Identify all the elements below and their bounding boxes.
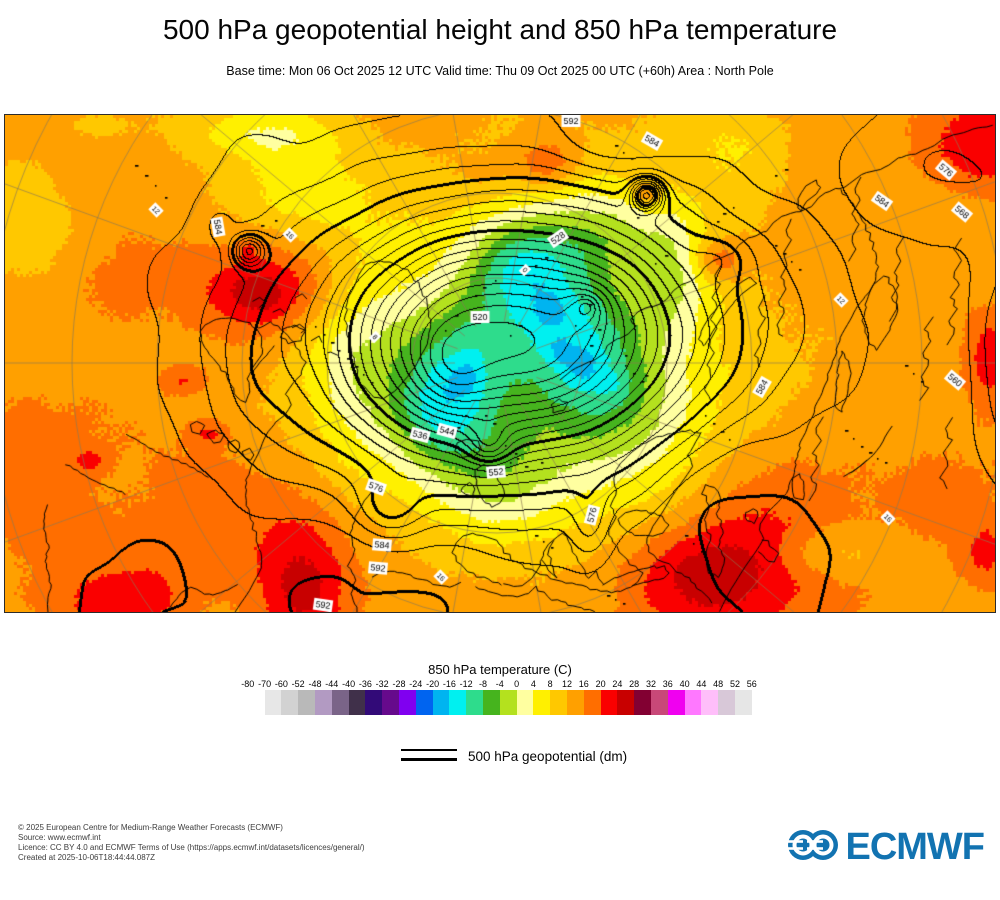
colorbar-tick-label: -40 <box>342 679 356 689</box>
colorbar-tick-label: -52 <box>291 679 305 689</box>
thin-contour-sample-line <box>401 749 457 751</box>
colorbar-tick-label: 40 <box>679 679 690 689</box>
footer-source: Source: www.ecmwf.int <box>18 833 101 842</box>
temperature-colorbar <box>247 690 752 715</box>
page-subtitle: Base time: Mon 06 Oct 2025 12 UTC Valid … <box>226 64 774 78</box>
colorbar-tick-label: 16 <box>578 679 589 689</box>
colorbar-tick-label: 36 <box>662 679 673 689</box>
footer-licence: Licence: CC BY 4.0 and ECMWF Terms of Us… <box>18 843 365 852</box>
footer-copyright: © 2025 European Centre for Medium-Range … <box>18 823 283 832</box>
colorbar-tick-label: 20 <box>595 679 606 689</box>
thick-contour-sample-line <box>401 758 457 761</box>
colorbar-cell <box>566 690 584 715</box>
colorbar-cell <box>331 690 349 715</box>
colorbar-tick-label: -44 <box>325 679 339 689</box>
footer-attribution: © 2025 European Centre for Medium-Range … <box>18 823 365 863</box>
colorbar-tick-label: -12 <box>459 679 473 689</box>
colorbar-cell <box>382 690 399 715</box>
colorbar-cell <box>466 690 483 715</box>
colorbar-cell <box>718 690 735 715</box>
colorbar-tick-label: -48 <box>308 679 322 689</box>
colorbar-tick-label: -20 <box>426 679 440 689</box>
colorbar-cell <box>432 690 450 715</box>
colorbar-tick-label: 52 <box>729 679 740 689</box>
colorbar-cell <box>314 690 332 715</box>
colorbar-tick-label: -60 <box>274 679 288 689</box>
colorbar-cell <box>298 690 315 715</box>
ecmwf-logo-icon <box>787 826 839 869</box>
geopotential-line-samples <box>401 749 457 761</box>
colorbar-tick-label: -28 <box>392 679 406 689</box>
colorbar-cell <box>247 690 265 715</box>
colorbar-cell <box>516 690 534 715</box>
colorbar-cell <box>634 690 651 715</box>
colorbar-tick-label: -32 <box>375 679 389 689</box>
colorbar-tick-label: 48 <box>713 679 724 689</box>
colorbar-tick-label: 0 <box>514 679 520 689</box>
colorbar-tick-label: -8 <box>478 679 487 689</box>
colorbar-cell <box>600 690 618 715</box>
colorbar-cell <box>684 690 702 715</box>
weather-map <box>4 114 996 613</box>
footer-created: Created at 2025-10-06T18:44:44.087Z <box>18 853 155 862</box>
colorbar-cell <box>533 690 551 715</box>
colorbar-cell <box>482 690 500 715</box>
colorbar-cell <box>617 690 635 715</box>
colorbar-cell <box>348 690 366 715</box>
colorbar-cell <box>365 690 383 715</box>
colorbar-tick-label: -4 <box>495 679 504 689</box>
colorbar-cell <box>499 690 517 715</box>
colorbar-cell <box>449 690 467 715</box>
colorbar-tick-label: 4 <box>530 679 536 689</box>
colorbar-cell <box>415 690 433 715</box>
temperature-legend-title: 850 hPa temperature (C) <box>428 662 572 677</box>
colorbar-tick-label: 44 <box>696 679 707 689</box>
colorbar-cell <box>264 690 282 715</box>
colorbar-tick-label: 24 <box>612 679 623 689</box>
colorbar-tick-label: -80 <box>241 679 255 689</box>
colorbar-cell <box>550 690 567 715</box>
colorbar-tick-label: 12 <box>561 679 572 689</box>
colorbar-cell <box>667 690 685 715</box>
colorbar-cell <box>398 690 416 715</box>
colorbar-cell <box>701 690 719 715</box>
geopotential-legend-label: 500 hPa geopotential (dm) <box>468 749 628 764</box>
colorbar-cell <box>281 690 299 715</box>
colorbar-tick-label: -24 <box>409 679 423 689</box>
page-title: 500 hPa geopotential height and 850 hPa … <box>162 14 838 45</box>
colorbar-tick-label: -70 <box>258 679 272 689</box>
colorbar-tick-label: 56 <box>746 679 757 689</box>
weather-map-canvas <box>5 115 995 612</box>
colorbar-tick-label: -16 <box>442 679 456 689</box>
ecmwf-logo: ECMWF <box>787 826 985 869</box>
colorbar-tick-label: -36 <box>358 679 372 689</box>
colorbar-cell <box>650 690 668 715</box>
colorbar-tick-label: 8 <box>547 679 553 689</box>
colorbar-tick-label: 28 <box>629 679 640 689</box>
colorbar-cell <box>734 690 752 715</box>
ecmwf-logo-text: ECMWF <box>845 826 985 868</box>
colorbar-cell <box>583 690 601 715</box>
colorbar-tick-label: 32 <box>645 679 656 689</box>
